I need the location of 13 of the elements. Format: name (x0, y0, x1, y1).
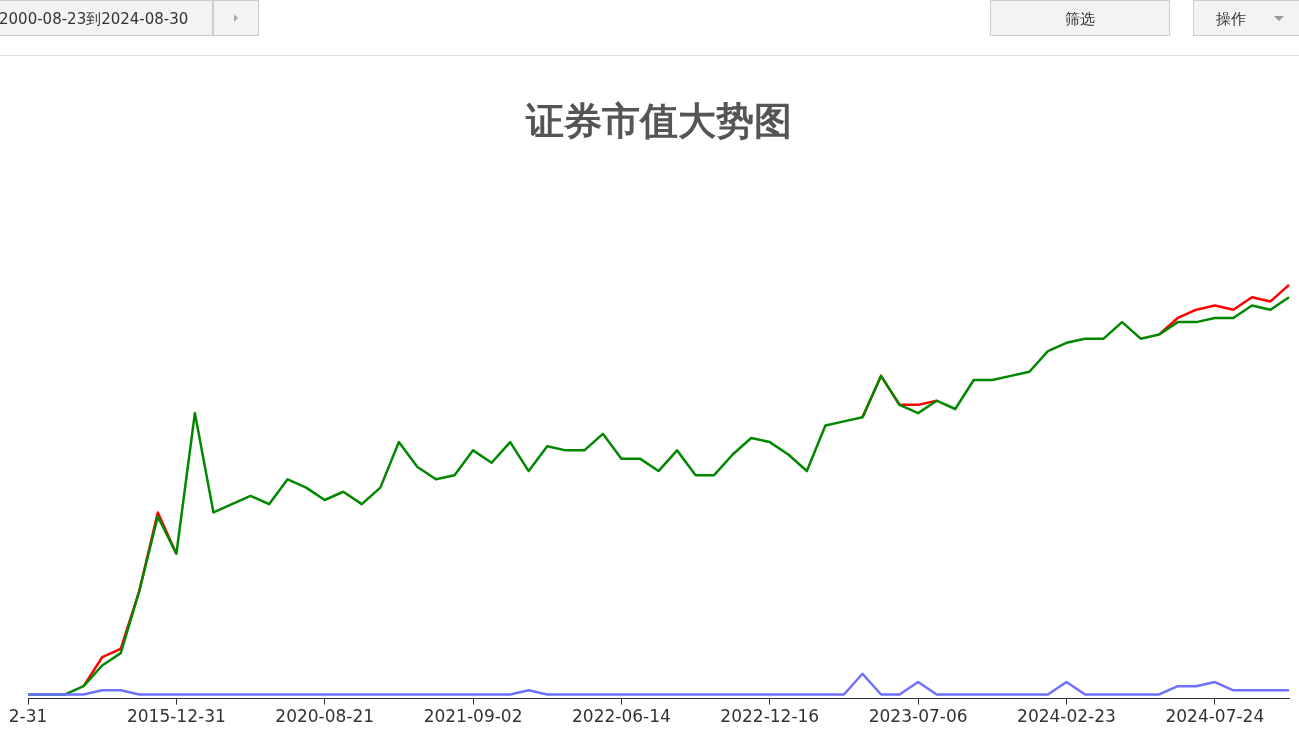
x-tick-label: 2020-08-21 (275, 706, 375, 727)
text: 2000-08-23到2024-08-30 (0, 0, 213, 36)
text: 筛选 (990, 0, 1170, 36)
x-tick-label: 2022-12-16 (720, 706, 820, 727)
x-tick-label: 2022-06-14 (572, 706, 671, 727)
x-tick-label: 2021-09-02 (423, 706, 523, 727)
text: 操作 (1193, 0, 1299, 36)
chart-title: 证券市值大势图 (524, 98, 792, 143)
x-tick-label: 2015-12-31 (126, 706, 226, 727)
x-tick-label: 2024-07-24 (1165, 706, 1265, 727)
x-tick-label: 2-31 (8, 706, 48, 727)
x-tick-label: 2023-07-06 (868, 706, 968, 727)
x-tick-label: 2024-02-23 (1017, 706, 1116, 727)
